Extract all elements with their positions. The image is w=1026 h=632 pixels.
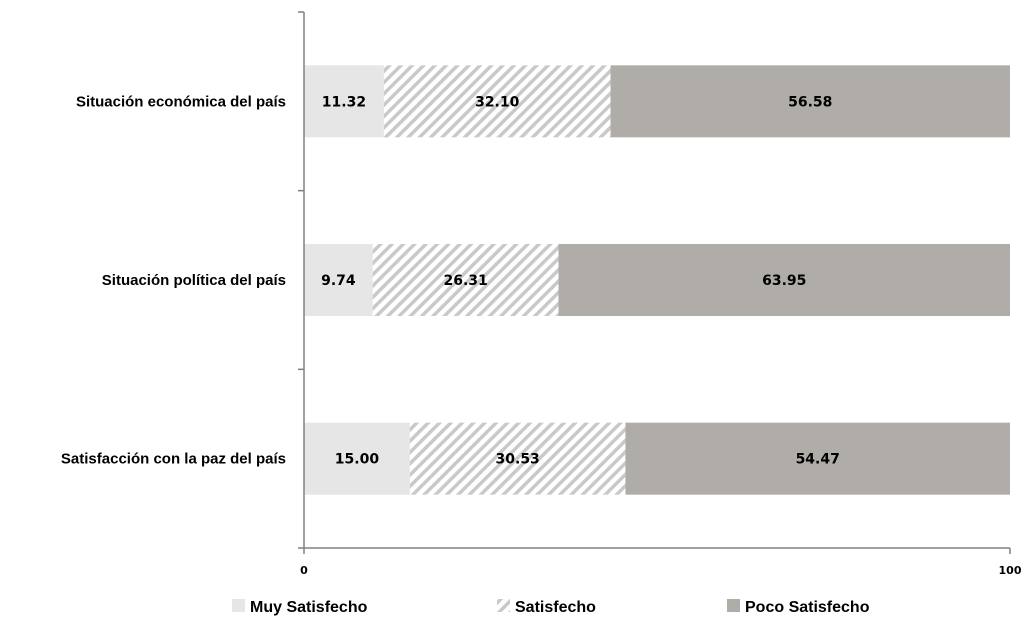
data-label: 26.31: [443, 273, 487, 289]
data-label: 32.10: [475, 94, 520, 110]
legend-label: Satisfecho: [515, 599, 596, 616]
data-label: 63.95: [762, 273, 806, 289]
x-tick-label: 100: [999, 564, 1022, 577]
bar-segment: [304, 244, 373, 316]
bar-segment: [610, 65, 1010, 138]
legend-swatch: [727, 599, 740, 612]
legend-swatch: [232, 599, 245, 612]
x-tick-label: 0: [300, 564, 308, 577]
plot-area: 11.32 32.10 56.58 Situación económica del p…: [61, 11, 1022, 577]
bar-segment: [372, 244, 559, 316]
legend-label: Muy Satisfecho: [250, 599, 368, 616]
data-label: 9.74: [321, 273, 356, 289]
data-label: 30.53: [496, 452, 540, 468]
legend-label: Poco Satisfecho: [745, 599, 870, 616]
data-label: 56.58: [788, 94, 832, 110]
legend: Muy Satisfecho Satisfecho Poco Satisfecho: [232, 599, 870, 616]
category-label: Situación política del país: [102, 272, 286, 289]
bar-segment: [304, 65, 384, 138]
bar-segment: [383, 65, 611, 138]
legend-swatch: [497, 599, 510, 612]
bar-segment: [625, 422, 1010, 495]
data-label: 54.47: [796, 452, 840, 468]
bar-segment: [304, 422, 410, 495]
data-label: 11.32: [322, 94, 366, 110]
data-label: 15.00: [335, 452, 380, 468]
category-label: Situación económica del país: [76, 93, 286, 110]
bar-segment: [558, 244, 1010, 316]
category-label: Satisfacción con la paz del país: [61, 451, 286, 468]
bar-segment: [409, 422, 626, 495]
